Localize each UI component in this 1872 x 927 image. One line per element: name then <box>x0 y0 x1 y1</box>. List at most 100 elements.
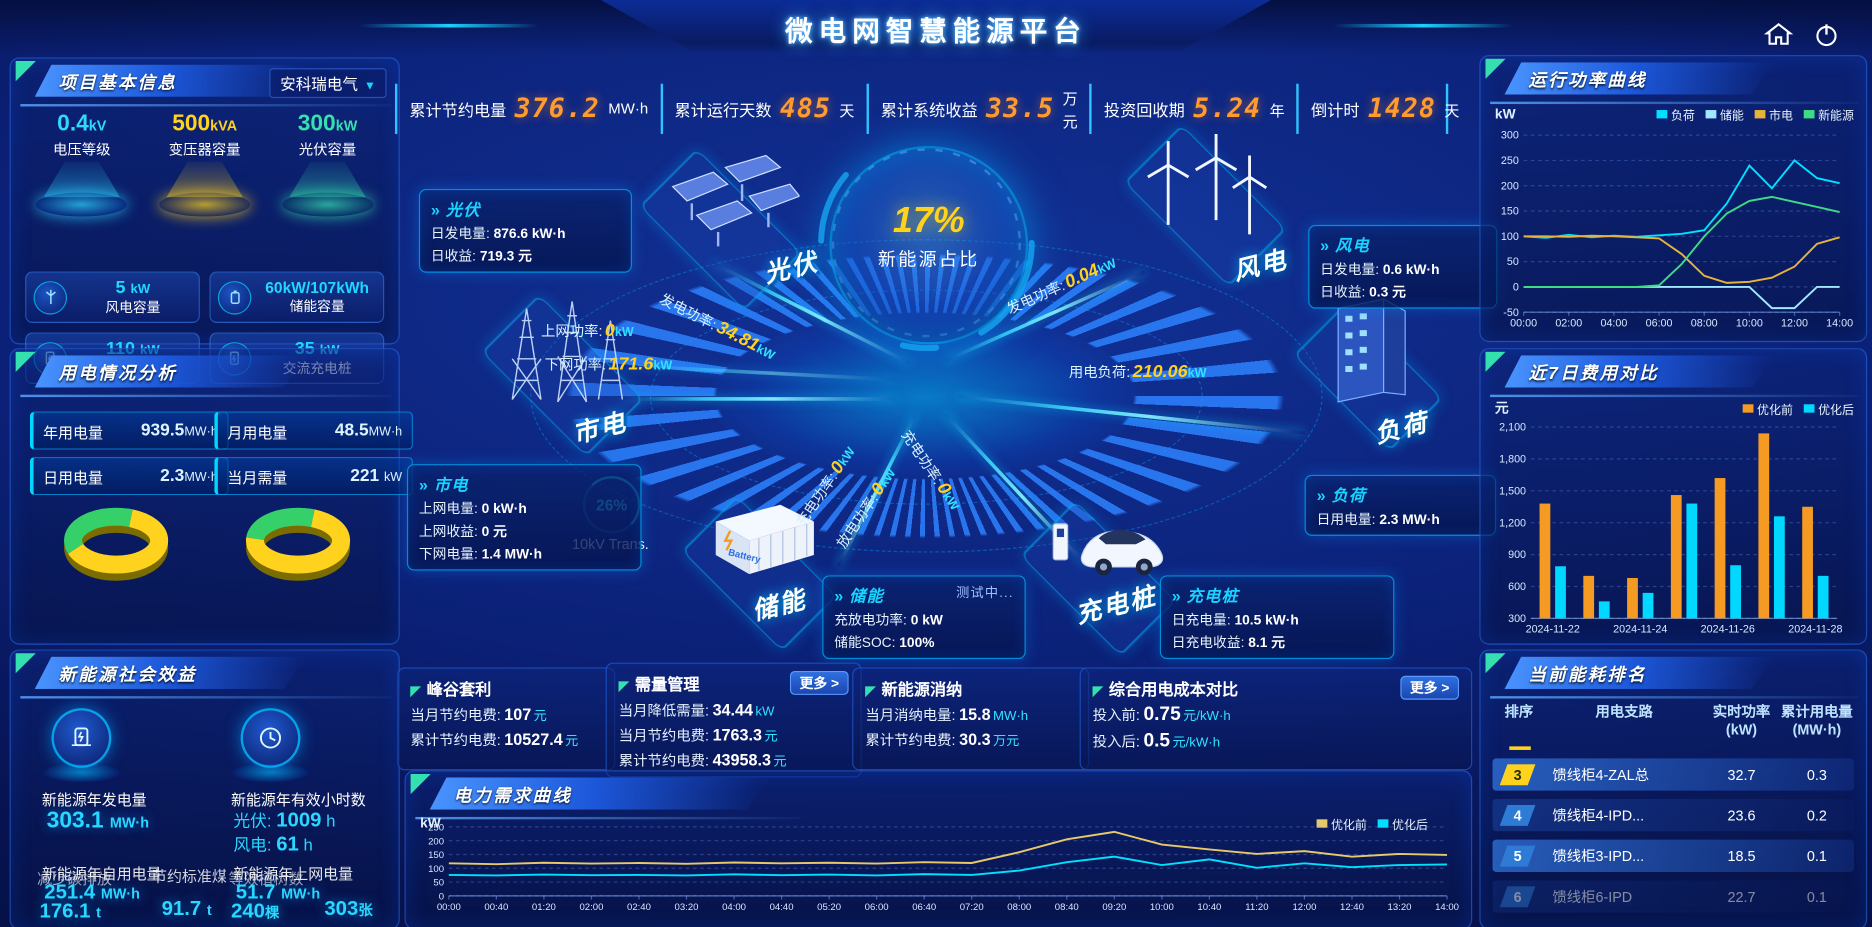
power-curve-chart: -50 0 50 100 150 200 250 300 00:00 02:00 04:00 06:0… <box>1481 123 1866 344</box>
kpi-revenue: 累计系统收益 33.5 万元 <box>866 83 1089 134</box>
svg-text:12:00: 12:00 <box>1292 902 1316 913</box>
svg-text:1,200: 1,200 <box>1499 517 1526 529</box>
spot-transformer: 500kVA 变压器容量 <box>146 111 263 217</box>
stat-day-usage: 日用电量 2.3MW·h <box>29 456 229 496</box>
svg-text:2024-11-24: 2024-11-24 <box>1613 624 1667 636</box>
svg-text:14:00: 14:00 <box>1826 318 1853 330</box>
table-row[interactable]: 5 馈线柜3-IPD... 18.5 0.1 <box>1492 839 1854 872</box>
svg-text:2024-11-22: 2024-11-22 <box>1526 624 1580 636</box>
solar-panels-illustration <box>656 153 801 262</box>
svg-text:02:00: 02:00 <box>579 902 603 913</box>
gen-label: 新能源年发电量 <box>41 791 147 809</box>
table-row[interactable]: 4 馈线柜4-IPD... 23.6 0.2 <box>1492 798 1854 832</box>
battery-icon <box>217 280 252 314</box>
demand-unit: kW <box>420 816 441 832</box>
svg-text:250: 250 <box>1501 155 1519 167</box>
flag-icon: ◤ <box>865 684 876 699</box>
svg-text:11:20: 11:20 <box>1245 902 1268 913</box>
panel-usage: 用电情况分析 年用电量 939.5MW·h 月用电量 48.5MW·h 日用电量 2.… <box>9 348 413 645</box>
capacity-spotlights: 0.4kV 电压等级 500kVA 变压器容量 300kW 光伏容量 <box>20 111 389 217</box>
svg-text:02:00: 02:00 <box>1555 318 1582 330</box>
panel-cost-compare-title: 近7日费用对比 <box>1528 364 1659 384</box>
svg-text:150: 150 <box>1501 206 1519 218</box>
svg-text:250: 250 <box>428 822 444 833</box>
svg-text:05:20: 05:20 <box>817 902 841 913</box>
table-row[interactable]: 3 馈线柜4-ZAL总 32.7 0.3 <box>1492 758 1854 791</box>
more-button[interactable]: 更多 > <box>790 671 849 695</box>
demand-legend: 优化前 优化后 <box>1316 815 1428 832</box>
svg-text:00:40: 00:40 <box>484 902 508 913</box>
header-decor-left <box>359 23 539 28</box>
feedin-value: 51.7 MW·h <box>235 880 321 904</box>
legend-item: 市电 <box>1754 105 1793 123</box>
page-title: 微电网智慧能源平台 <box>785 15 1087 47</box>
chevron-right-icon: » <box>430 200 442 219</box>
flag-icon: ◤ <box>618 679 629 694</box>
svg-text:14:00: 14:00 <box>1435 902 1459 913</box>
svg-text:04:00: 04:00 <box>722 902 746 913</box>
svg-text:150: 150 <box>428 850 444 861</box>
hub-percent: 17% <box>892 200 965 241</box>
svg-text:200: 200 <box>428 836 444 847</box>
donut-month <box>30 498 210 584</box>
svg-text:08:40: 08:40 <box>1055 902 1079 913</box>
company-dropdown[interactable]: 安科瑞电气 ▼ <box>269 68 387 99</box>
svg-text:04:40: 04:40 <box>770 902 794 913</box>
table-row[interactable]: 6 馈线柜6-IPD 22.7 0.1 <box>1492 880 1854 913</box>
svg-text:03:20: 03:20 <box>675 902 699 913</box>
coal-label: 节约标准煤 <box>152 868 227 886</box>
svg-text:50: 50 <box>1507 256 1519 268</box>
svg-text:300: 300 <box>1501 130 1519 142</box>
svg-text:06:40: 06:40 <box>912 902 936 913</box>
col-power: 实时功率 (kW) <box>1712 703 1771 738</box>
svg-text:-50: -50 <box>1503 307 1519 319</box>
home-icon[interactable] <box>1762 19 1796 50</box>
legend-item: 储能 <box>1705 105 1744 123</box>
panel-power-curve: 运行功率曲线 kW 负荷 储能 市电 新能源 -50 0 50 100 150 200 250 30… <box>1479 55 1868 344</box>
panel-social-benefit: 新能源社会效益 新能源年发电量 303.1 MW·h 新能源年有效小时数 光伏:… <box>9 649 400 927</box>
panel-corner-icon <box>15 351 36 372</box>
svg-text:0: 0 <box>1513 281 1519 293</box>
svg-text:10:00: 10:00 <box>1736 318 1763 330</box>
svg-text:08:00: 08:00 <box>1691 318 1718 330</box>
feedin-label: 新能源年上网电量 <box>233 865 354 883</box>
infobox-load: » 负荷 日用电量: 2.3 MW·h <box>1304 474 1497 536</box>
building-illustration <box>1314 289 1422 419</box>
svg-text:2024-11-28: 2024-11-28 <box>1788 624 1842 636</box>
box-cost-compare: 更多 > ◤ 综合用电成本对比 投入前: 0.75 元/kW·h 投入后: 0.5 元/kW… <box>1079 667 1473 771</box>
infobox-wind: » 风电 日发电量: 0.6 kW·h 日收益: 0.3 元 <box>1308 224 1498 309</box>
svg-text:100: 100 <box>1501 231 1519 243</box>
svg-text:08:00: 08:00 <box>1007 902 1031 913</box>
more-button[interactable]: 更多 > <box>1400 675 1460 700</box>
cost-compare-legend: 优化前 优化后 <box>1742 399 1854 417</box>
legend-item: 新能源 <box>1803 105 1854 123</box>
svg-text:06:00: 06:00 <box>865 902 889 913</box>
infobox-grid: » 市电 上网电量: 0 kW·h 上网收益: 0 元 下网电量: 1.4 MW·… <box>406 464 642 571</box>
power-towers-illustration <box>488 285 632 415</box>
kpi-run-days: 累计运行天数 485 天 <box>660 83 866 134</box>
svg-text:06:00: 06:00 <box>1646 318 1673 330</box>
status-badge: 测试中... <box>956 586 1014 601</box>
svg-text:10:00: 10:00 <box>1150 902 1174 913</box>
power-icon[interactable] <box>1810 19 1844 50</box>
svg-text:00:00: 00:00 <box>437 902 461 913</box>
certs-value: 303张 <box>324 897 373 920</box>
svg-text:04:00: 04:00 <box>1600 318 1627 330</box>
hours-pv: 光伏: 1009 h <box>233 808 336 832</box>
svg-text:13:20: 13:20 <box>1388 902 1412 913</box>
panel-power-curve-title: 运行功率曲线 <box>1528 71 1647 91</box>
legend-item: 优化前 <box>1742 399 1793 417</box>
donut-year <box>212 498 392 584</box>
col-energy: 累计用电量 (MW·h) <box>1780 703 1853 738</box>
spot-pv: 300kW 光伏容量 <box>269 111 386 217</box>
infobox-pv: » 光伏 日发电量: 876.6 kW·h 日收益: 719.3 元 <box>418 188 632 273</box>
panel-cost-compare: 近7日费用对比 元 优化前 优化后 300 600 900 1,200 1,500 1,80… <box>1479 348 1868 645</box>
scroll-indicator <box>1509 746 1531 750</box>
panel-corner-icon <box>1485 351 1506 372</box>
header-decor-right <box>1333 23 1513 28</box>
legend-item: 优化后 <box>1803 399 1854 417</box>
panel-usage-title: 用电情况分析 <box>58 364 178 384</box>
kpi-payback: 投资回收期 5.24 年 <box>1089 83 1297 134</box>
header-banner <box>600 0 1272 53</box>
kpi-saved-energy: 累计节约电量 376.2 MW·h <box>394 83 660 134</box>
